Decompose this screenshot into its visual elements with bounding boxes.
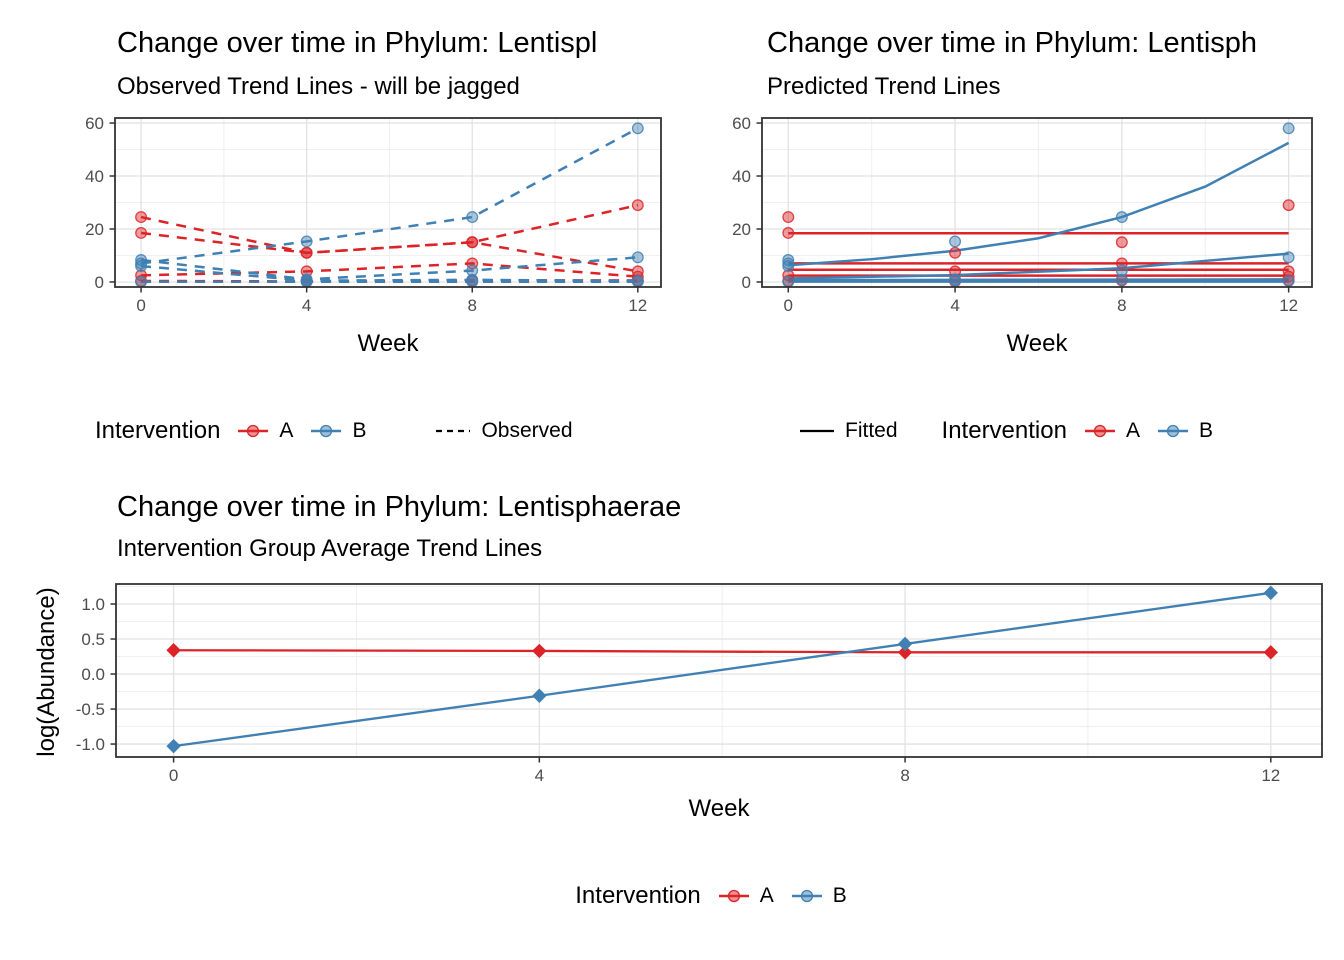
average-legend: Intervention A B	[116, 878, 1322, 914]
predicted-plot-panel: 0 4 8 12 0 20 40 60	[732, 114, 1313, 315]
svg-text:-1.0: -1.0	[76, 735, 105, 754]
predicted-subtitle: Predicted Trend Lines	[767, 73, 1001, 100]
legend-label-b: B	[832, 884, 847, 907]
svg-text:60: 60	[732, 114, 751, 133]
legend-key-b	[1156, 419, 1190, 443]
svg-text:12: 12	[1279, 296, 1298, 315]
svg-text:0: 0	[784, 296, 793, 315]
average-plot-panel: 0 4 8 12 1.0 0.5 0.0 -0.5 -1.0	[76, 583, 1323, 785]
legend-key-a	[1083, 419, 1117, 443]
svg-text:1.0: 1.0	[81, 595, 105, 614]
svg-text:0: 0	[742, 273, 751, 292]
svg-text:0: 0	[169, 766, 178, 785]
observed-title: Change over time in Phylum: Lentispl	[117, 27, 598, 59]
legend-title: Intervention	[95, 417, 221, 444]
svg-text:8: 8	[1117, 296, 1126, 315]
legend-label-observed: Observed	[481, 419, 573, 442]
svg-text:0: 0	[95, 273, 104, 292]
svg-text:0: 0	[136, 296, 145, 315]
legend-label-a: A	[279, 419, 294, 442]
legend-key-b	[309, 419, 343, 443]
legend-key-b	[790, 884, 824, 908]
average-x-axis-label: Week	[688, 795, 750, 822]
average-title: Change over time in Phylum: Lentisphaera…	[117, 491, 682, 523]
svg-text:8: 8	[900, 766, 909, 785]
svg-text:-0.5: -0.5	[76, 700, 105, 719]
predicted-x-axis-label: Week	[1006, 330, 1068, 357]
svg-text:4: 4	[535, 766, 544, 785]
legend-key-fitted-solid-line	[798, 419, 836, 443]
predicted-figure: Change over time in Phylum: Lentisph Pre…	[672, 0, 1344, 390]
svg-text:12: 12	[628, 296, 647, 315]
legend-label-b: B	[1198, 419, 1213, 442]
average-figure: Change over time in Phylum: Lentisphaera…	[0, 470, 1344, 850]
legend-key-a	[717, 884, 751, 908]
svg-text:8: 8	[468, 296, 477, 315]
svg-text:0.5: 0.5	[81, 630, 105, 649]
legend-title: Intervention	[575, 882, 701, 909]
legend-label-fitted: Fitted	[845, 419, 898, 442]
predicted-title: Change over time in Phylum: Lentisph	[767, 27, 1258, 59]
observed-subtitle: Observed Trend Lines - will be jagged	[117, 73, 520, 100]
average-subtitle: Intervention Group Average Trend Lines	[117, 535, 543, 562]
legend-label-b: B	[352, 419, 367, 442]
svg-text:20: 20	[85, 220, 104, 239]
legend-label-a: A	[759, 884, 774, 907]
legend-key-a	[236, 419, 270, 443]
svg-text:20: 20	[732, 220, 751, 239]
legend-key-observed-dashed-line	[434, 419, 472, 443]
legend-label-a: A	[1125, 419, 1140, 442]
observed-x-axis-label: Week	[357, 330, 419, 357]
observed-plot-panel: 0 4 8 12 0 20 40 60	[85, 114, 662, 315]
observed-figure: Change over time in Phylum: Lentispl Obs…	[0, 0, 672, 390]
average-y-axis-label: log(Abundance)	[33, 587, 60, 757]
predicted-legend: Fitted Intervention A B	[798, 413, 1229, 449]
svg-text:40: 40	[732, 167, 751, 186]
svg-text:40: 40	[85, 167, 104, 186]
svg-text:4: 4	[302, 296, 311, 315]
svg-text:60: 60	[85, 114, 104, 133]
svg-text:4: 4	[950, 296, 959, 315]
legend-title: Intervention	[941, 417, 1067, 444]
observed-legend: Intervention A B Observed	[95, 413, 589, 449]
svg-text:12: 12	[1261, 766, 1280, 785]
svg-text:0.0: 0.0	[81, 665, 105, 684]
